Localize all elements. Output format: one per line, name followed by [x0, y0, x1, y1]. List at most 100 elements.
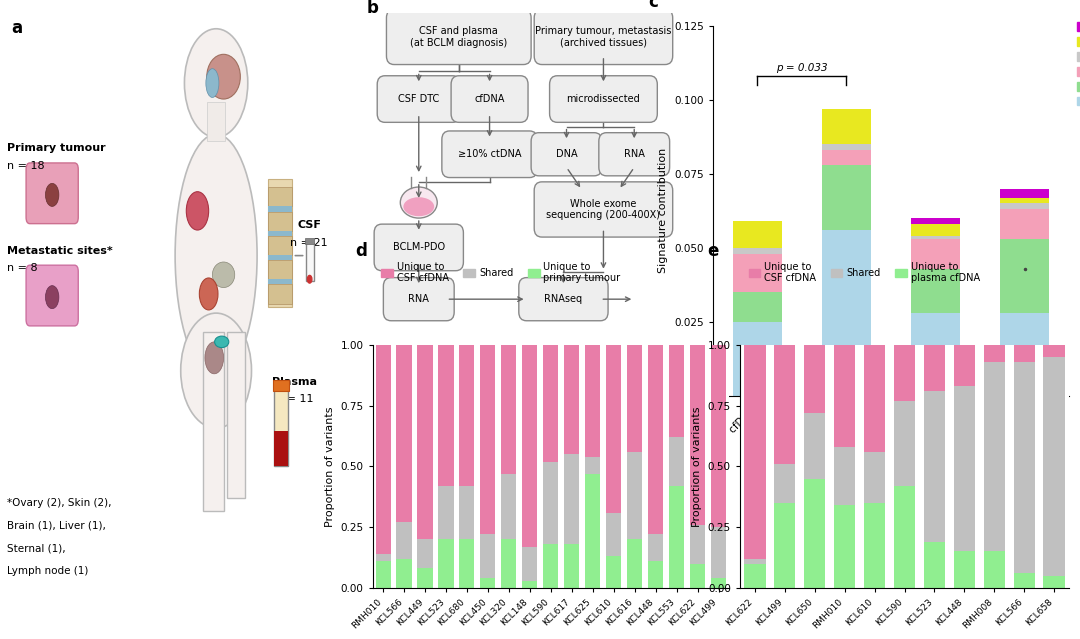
Bar	[585, 345, 600, 457]
Bar	[396, 522, 411, 558]
Bar	[984, 551, 1005, 588]
Circle shape	[186, 192, 208, 230]
Circle shape	[205, 342, 224, 374]
Bar	[543, 544, 558, 588]
Ellipse shape	[180, 313, 252, 428]
Text: Primary tumour, metastasis
(archived tissues): Primary tumour, metastasis (archived tis…	[536, 26, 672, 48]
Bar	[912, 219, 960, 224]
Bar	[1000, 239, 1049, 313]
Bar	[774, 503, 796, 588]
Text: c: c	[649, 0, 659, 11]
Bar	[1013, 345, 1035, 362]
Bar	[669, 345, 684, 437]
FancyBboxPatch shape	[26, 265, 78, 326]
Bar	[864, 503, 886, 588]
Text: a: a	[11, 19, 23, 37]
Bar	[912, 224, 960, 236]
Text: RNAseq: RNAseq	[544, 294, 582, 304]
FancyBboxPatch shape	[374, 224, 463, 271]
FancyBboxPatch shape	[451, 76, 528, 122]
Text: *Ovary (2), Skin (2),: *Ovary (2), Skin (2),	[8, 498, 112, 509]
Bar	[1013, 362, 1035, 573]
Bar	[954, 551, 975, 588]
Bar	[606, 345, 621, 512]
FancyBboxPatch shape	[387, 10, 531, 65]
Bar	[585, 457, 600, 473]
Bar	[711, 345, 726, 527]
Bar	[268, 284, 293, 304]
Bar	[774, 345, 796, 464]
Bar	[744, 564, 766, 588]
Bar	[481, 578, 496, 588]
Text: cfDNA: cfDNA	[474, 94, 504, 104]
Bar	[822, 144, 870, 150]
Bar	[648, 345, 663, 534]
Bar	[627, 345, 643, 452]
Text: CSF DTC: CSF DTC	[399, 94, 440, 104]
Ellipse shape	[206, 54, 241, 99]
Bar	[418, 345, 433, 539]
Bar	[564, 544, 579, 588]
Text: n = 18: n = 18	[8, 161, 45, 171]
Bar	[744, 558, 766, 564]
FancyBboxPatch shape	[535, 182, 673, 237]
Bar	[912, 236, 960, 239]
Bar	[834, 447, 855, 505]
Bar	[804, 479, 825, 588]
Bar	[804, 345, 825, 413]
Text: CSF: CSF	[297, 220, 321, 230]
Circle shape	[200, 278, 218, 310]
Y-axis label: Proportion of variants: Proportion of variants	[692, 406, 702, 527]
FancyBboxPatch shape	[550, 76, 658, 122]
Bar	[268, 279, 293, 284]
Bar	[306, 238, 314, 244]
Bar	[822, 109, 870, 144]
Bar	[733, 248, 782, 254]
Ellipse shape	[404, 197, 434, 216]
Bar	[744, 345, 766, 558]
Bar	[306, 243, 313, 281]
Bar	[954, 345, 975, 387]
Bar	[690, 345, 705, 525]
Bar	[984, 345, 1005, 362]
FancyBboxPatch shape	[518, 277, 608, 321]
Y-axis label: Proportion of variants: Proportion of variants	[325, 406, 335, 527]
Ellipse shape	[215, 336, 229, 348]
Bar	[733, 221, 782, 248]
Bar	[523, 546, 538, 581]
Text: n = 21: n = 21	[291, 238, 328, 248]
Circle shape	[45, 286, 59, 309]
Bar	[912, 268, 960, 313]
Text: d: d	[354, 242, 366, 260]
Bar	[912, 313, 960, 396]
Bar	[864, 452, 886, 503]
Bar	[206, 102, 226, 141]
Text: BCLM-PDO: BCLM-PDO	[393, 242, 445, 252]
Bar	[822, 230, 870, 396]
Text: microdissected: microdissected	[567, 94, 640, 104]
Text: RNA: RNA	[408, 294, 429, 304]
Bar	[1013, 573, 1035, 588]
FancyBboxPatch shape	[26, 163, 78, 224]
Bar	[501, 345, 516, 473]
Bar	[438, 486, 454, 539]
Ellipse shape	[175, 134, 257, 377]
Bar	[543, 461, 558, 544]
Text: Whole exome
sequencing (200-400X): Whole exome sequencing (200-400X)	[546, 199, 661, 220]
Text: e: e	[707, 242, 718, 260]
Text: ≥10% ctDNA: ≥10% ctDNA	[458, 150, 522, 159]
Bar	[774, 464, 796, 503]
Text: Metastatic sites*: Metastatic sites*	[8, 245, 113, 256]
Bar	[984, 362, 1005, 551]
Bar	[711, 527, 726, 578]
Bar	[954, 387, 975, 551]
Bar	[543, 345, 558, 461]
Bar	[564, 454, 579, 544]
Bar	[822, 150, 870, 165]
Bar	[268, 260, 293, 279]
Bar	[923, 542, 945, 588]
Bar	[834, 505, 855, 588]
Bar	[1043, 576, 1065, 588]
Bar	[376, 554, 391, 561]
Bar	[273, 380, 288, 391]
